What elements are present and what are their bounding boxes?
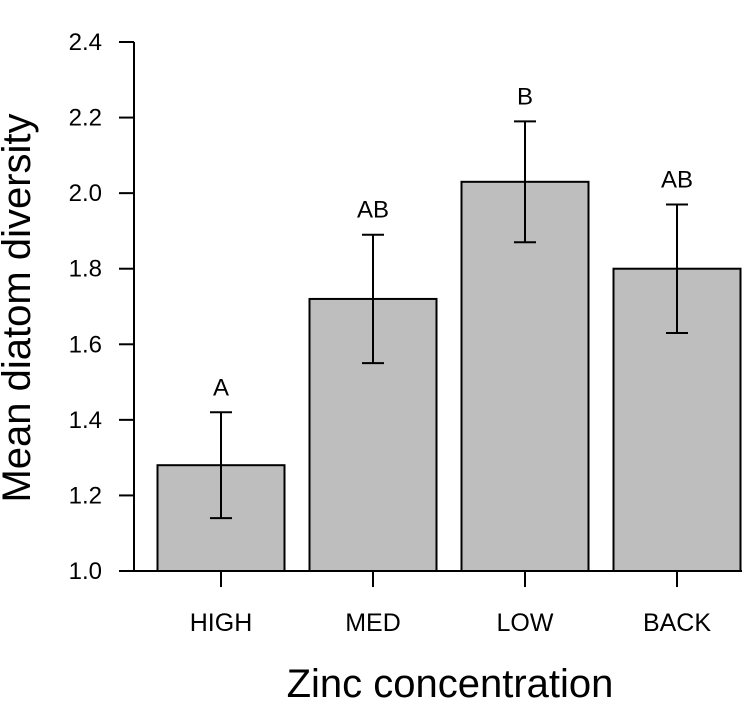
x-tick-label: HIGH	[190, 609, 253, 637]
y-tick-label: 1.6	[69, 331, 102, 358]
x-tick-label: BACK	[643, 609, 711, 637]
y-tick-label: 1.0	[69, 558, 102, 585]
x-axis-title: Zinc concentration	[287, 662, 614, 706]
x-tick-label: MED	[345, 609, 401, 637]
significance-label: AB	[357, 197, 389, 224]
y-tick-label: 2.4	[69, 29, 102, 56]
significance-label: A	[213, 374, 229, 401]
x-axis: HIGH MED LOW BACK	[119, 570, 742, 637]
bars-group: A AB B AB	[156, 83, 742, 573]
y-tick-label: 2.0	[69, 180, 102, 207]
x-tick-label: LOW	[497, 609, 554, 637]
significance-label: AB	[661, 166, 693, 193]
significance-label: B	[517, 83, 533, 110]
y-tick-label: 1.4	[69, 407, 102, 434]
bar-low	[460, 180, 590, 573]
y-tick-label: 2.2	[69, 105, 102, 132]
y-tick-label: 1.8	[69, 256, 102, 283]
y-tick-label: 1.2	[69, 482, 102, 509]
y-axis: 1.0 1.2 1.4 1.6 1.8 2.0 2.2 2.4	[69, 29, 135, 585]
y-axis-title: Mean diatom diversity	[0, 113, 39, 502]
